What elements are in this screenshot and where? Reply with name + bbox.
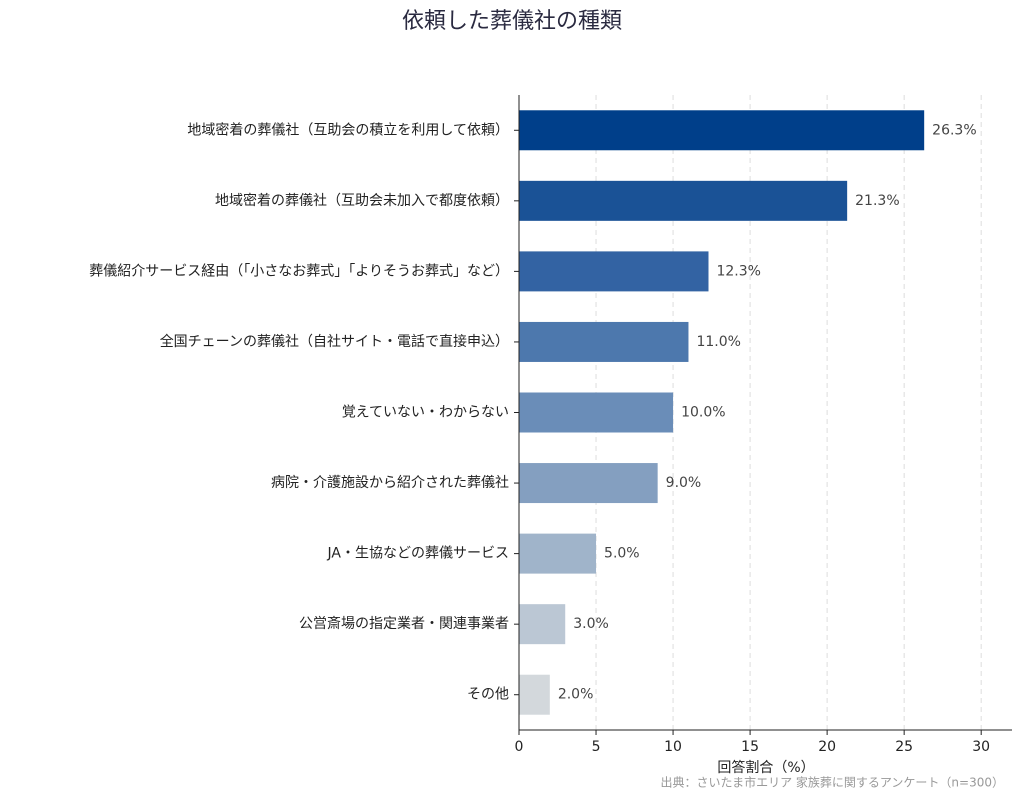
x-tick-label: 15 xyxy=(741,739,759,755)
y-tick-label: 地域密着の葬儀社（互助会未加入で都度依頼） xyxy=(215,192,509,209)
bar xyxy=(519,321,689,362)
bar xyxy=(519,110,925,151)
y-tick-label: その他 xyxy=(467,687,509,703)
value-label: 3.0% xyxy=(573,616,609,632)
y-tick-label: 全国チェーンの葬儀社（自社サイト・電話で直接申込） xyxy=(160,333,509,350)
bar xyxy=(519,463,658,504)
value-label: 9.0% xyxy=(666,475,702,491)
y-tick-label: JA・生協などの葬儀サービス xyxy=(327,546,509,562)
bar xyxy=(519,392,674,433)
value-label: 11.0% xyxy=(696,334,740,350)
y-tick-label: 公営斎場の指定業者・関連事業者 xyxy=(299,615,509,632)
value-label: 12.3% xyxy=(716,263,760,279)
x-tick-label: 30 xyxy=(972,739,990,755)
bar xyxy=(519,251,709,292)
chart-title: 依頼した葬儀社の種類 xyxy=(402,9,622,34)
bar xyxy=(519,674,550,715)
bar xyxy=(519,180,848,221)
y-tick-label: 地域密着の葬儀社（互助会の積立を利用して依頼） xyxy=(187,121,509,138)
x-tick-label: 10 xyxy=(664,739,682,755)
value-label: 21.3% xyxy=(855,193,899,209)
bar xyxy=(519,604,566,645)
y-tick-label: 葬儀紹介サービス経由（「小さなお葬式」「よりそうお葬式」など） xyxy=(89,263,509,279)
x-tick-label: 0 xyxy=(515,739,524,755)
y-tick-label: 覚えていない・わからない xyxy=(342,405,509,421)
x-tick-label: 25 xyxy=(895,739,913,755)
x-axis-label: 回答割合（%） xyxy=(717,759,814,776)
value-label: 10.0% xyxy=(681,405,725,421)
y-tick-label: 病院・介護施設から紹介された葬儀社 xyxy=(271,475,509,491)
value-label: 26.3% xyxy=(932,122,976,138)
value-label: 2.0% xyxy=(558,687,594,703)
x-tick-label: 5 xyxy=(592,739,601,755)
value-label: 5.0% xyxy=(604,546,640,562)
source-note: 出典：さいたま市エリア 家族葬に関するアンケート（n=300） xyxy=(660,775,1004,790)
bar xyxy=(519,533,597,574)
x-tick-label: 20 xyxy=(818,739,836,755)
